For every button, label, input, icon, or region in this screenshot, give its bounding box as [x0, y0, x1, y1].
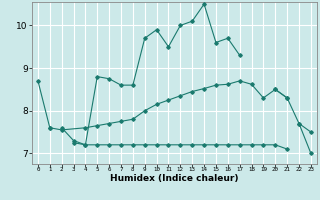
X-axis label: Humidex (Indice chaleur): Humidex (Indice chaleur)	[110, 174, 239, 183]
